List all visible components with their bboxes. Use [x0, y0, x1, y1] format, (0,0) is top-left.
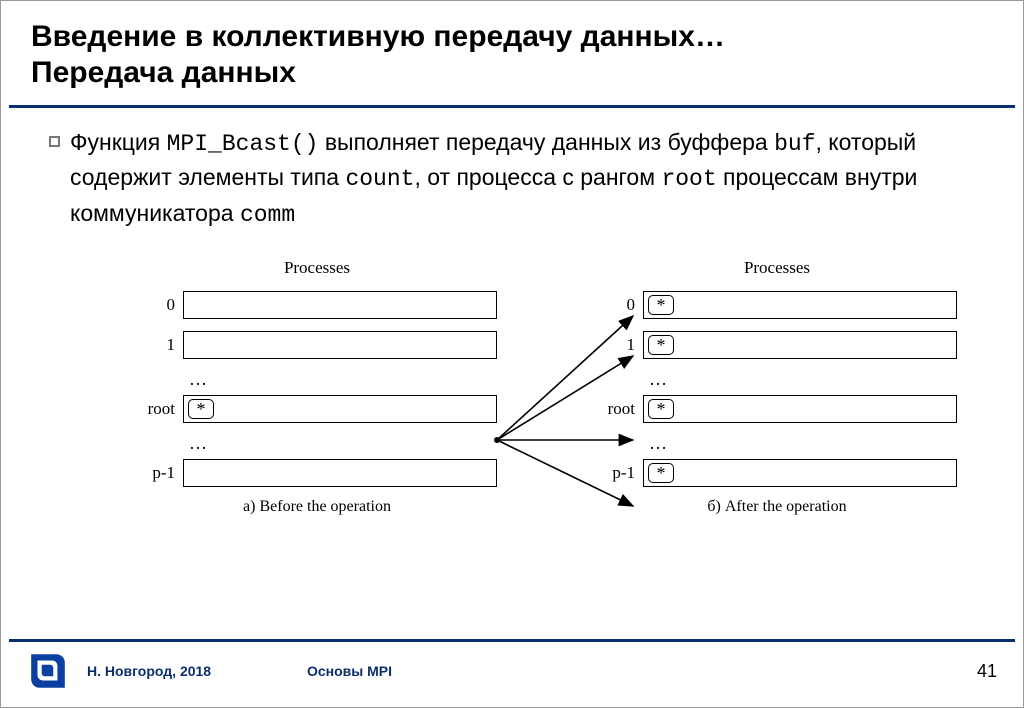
dots-b: …: [137, 434, 209, 452]
t-mid3: , от процесса с рангом: [414, 164, 661, 190]
row-1: 1: [137, 328, 497, 362]
t-root: root: [661, 166, 716, 192]
row-dots-a: …: [137, 368, 497, 390]
row-dots-b: …: [137, 432, 497, 454]
row-root-label: root: [137, 399, 183, 419]
title-area: Введение в коллективную передачу данных……: [1, 1, 1023, 99]
r-row-last-box: *: [643, 459, 957, 487]
bullet-item: Функция MPI_Bcast() выполняет передачу д…: [49, 126, 975, 232]
row-root-cell: *: [188, 399, 214, 419]
r-row-last-label: p-1: [597, 463, 643, 483]
t-count: count: [345, 166, 414, 192]
row-1-box: [183, 331, 497, 359]
r-row-last-cell: *: [648, 463, 674, 483]
r-row-dots-b: …: [597, 432, 957, 454]
row-0: 0: [137, 288, 497, 322]
panel-after-title: Processes: [597, 258, 957, 278]
title-line2: Передача данных: [31, 55, 993, 91]
slide: Введение в коллективную передачу данных……: [0, 0, 1024, 708]
r-dots-b: …: [597, 434, 669, 452]
r-row-1-label: 1: [597, 335, 643, 355]
row-last: p-1: [137, 456, 497, 490]
logo-icon: [27, 650, 69, 692]
t-mid1: выполняет передачу данных из буффера: [318, 129, 774, 155]
r-row-root: root *: [597, 392, 957, 426]
row-root: root *: [137, 392, 497, 426]
row-last-box: [183, 459, 497, 487]
footer-row: Н. Новгород, 2018 Основы MPI 41: [1, 650, 1023, 692]
caption-after: б) After the operation: [597, 498, 957, 516]
t-buf: buf: [774, 131, 815, 157]
footer: Н. Новгород, 2018 Основы MPI 41: [1, 639, 1023, 695]
footer-page: 41: [937, 661, 997, 682]
r-row-1: 1 *: [597, 328, 957, 362]
row-0-box: [183, 291, 497, 319]
t-fn: MPI_Bcast(): [167, 131, 319, 157]
t-comm: comm: [240, 202, 295, 228]
caption-before: а) Before the operation: [137, 498, 497, 516]
r-row-0: 0 *: [597, 288, 957, 322]
bullet-text: Функция MPI_Bcast() выполняет передачу д…: [70, 126, 975, 232]
r-row-1-cell: *: [648, 335, 674, 355]
r-row-1-box: *: [643, 331, 957, 359]
panel-before: Processes 0 1 … root *: [137, 258, 497, 516]
dots-a: …: [137, 370, 209, 388]
t-pre: Функция: [70, 129, 167, 155]
r-row-root-box: *: [643, 395, 957, 423]
panel-after: Processes 0 * 1 * … root: [597, 258, 957, 516]
bcast-diagram: Processes 0 1 … root *: [77, 258, 947, 578]
row-0-label: 0: [137, 295, 183, 315]
footer-course: Основы MPI: [307, 663, 937, 679]
footer-location: Н. Новгород, 2018: [87, 663, 307, 679]
r-dots-a: …: [597, 370, 669, 388]
panel-before-title: Processes: [137, 258, 497, 278]
r-row-0-cell: *: [648, 295, 674, 315]
r-row-last: p-1 *: [597, 456, 957, 490]
r-row-root-cell: *: [648, 399, 674, 419]
r-row-dots-a: …: [597, 368, 957, 390]
row-1-label: 1: [137, 335, 183, 355]
bullet-marker-icon: [49, 136, 60, 147]
row-root-box: *: [183, 395, 497, 423]
row-last-label: p-1: [137, 463, 183, 483]
r-row-root-label: root: [597, 399, 643, 419]
r-row-0-label: 0: [597, 295, 643, 315]
title-line1: Введение в коллективную передачу данных…: [31, 19, 993, 55]
footer-rule: [9, 639, 1015, 642]
body: Функция MPI_Bcast() выполняет передачу д…: [1, 108, 1023, 578]
r-row-0-box: *: [643, 291, 957, 319]
